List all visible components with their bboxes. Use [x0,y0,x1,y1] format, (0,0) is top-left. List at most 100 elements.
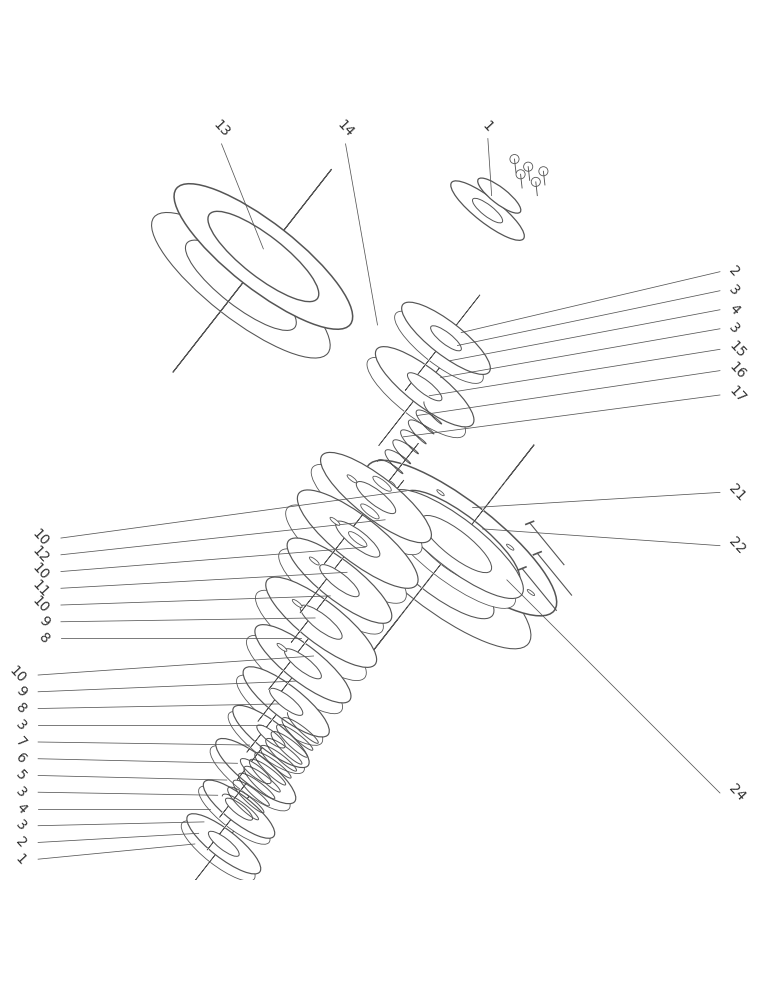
Ellipse shape [300,605,342,639]
Ellipse shape [287,538,392,623]
Ellipse shape [278,549,384,634]
Text: 10: 10 [30,560,52,583]
Text: 1: 1 [13,851,29,867]
Ellipse shape [421,515,492,573]
Ellipse shape [292,599,302,607]
Ellipse shape [321,452,431,543]
Ellipse shape [527,590,535,596]
Ellipse shape [186,240,296,330]
Ellipse shape [298,490,418,588]
Text: 2: 2 [13,834,29,850]
Ellipse shape [335,521,380,557]
Ellipse shape [430,326,462,351]
Ellipse shape [174,184,353,329]
Ellipse shape [246,635,343,714]
Ellipse shape [187,814,261,874]
Text: 7: 7 [13,734,29,750]
Ellipse shape [357,482,396,514]
Ellipse shape [532,177,541,186]
Ellipse shape [152,212,330,358]
Text: 10: 10 [7,664,29,686]
Ellipse shape [395,311,483,383]
Text: 11: 11 [29,577,52,600]
Ellipse shape [309,557,319,565]
Ellipse shape [285,505,407,603]
Text: 3: 3 [13,717,29,733]
Ellipse shape [236,675,323,745]
Text: 10: 10 [30,594,52,616]
Polygon shape [190,808,252,887]
Ellipse shape [208,211,319,302]
Ellipse shape [225,798,252,820]
Ellipse shape [367,357,466,438]
Ellipse shape [377,523,494,619]
Ellipse shape [524,162,533,171]
Text: 4: 4 [13,801,29,817]
Ellipse shape [347,475,357,483]
Ellipse shape [320,565,359,597]
Polygon shape [237,699,300,780]
Text: 1: 1 [479,119,496,135]
Ellipse shape [330,517,340,525]
Text: 22: 22 [726,534,749,557]
Text: 16: 16 [726,359,749,382]
Ellipse shape [285,649,321,679]
Ellipse shape [382,499,515,608]
Ellipse shape [228,711,304,774]
Ellipse shape [366,460,557,616]
Text: 2: 2 [726,264,742,280]
Ellipse shape [360,504,379,519]
Ellipse shape [478,178,521,213]
Ellipse shape [265,577,377,667]
Text: 6: 6 [13,751,29,767]
Text: 15: 15 [726,338,749,361]
Text: 10: 10 [30,527,52,549]
Polygon shape [207,774,266,850]
Ellipse shape [210,746,290,811]
Polygon shape [247,660,319,752]
Text: 21: 21 [726,481,749,504]
Text: 17: 17 [726,384,749,406]
Polygon shape [268,568,364,689]
Polygon shape [363,445,534,664]
Ellipse shape [181,821,255,881]
Ellipse shape [506,544,514,550]
Text: 3: 3 [726,283,742,299]
Ellipse shape [407,373,442,401]
Ellipse shape [375,347,474,427]
Text: 3: 3 [726,321,742,337]
Text: 13: 13 [210,118,232,140]
Text: 4: 4 [726,302,742,318]
Text: 3: 3 [13,784,29,800]
Ellipse shape [472,198,502,223]
Ellipse shape [409,526,416,532]
Ellipse shape [209,831,239,856]
Ellipse shape [240,759,272,784]
Ellipse shape [311,464,422,555]
Ellipse shape [243,667,329,737]
Ellipse shape [403,490,520,586]
Polygon shape [398,479,507,619]
Text: 9: 9 [13,684,29,700]
Polygon shape [300,480,403,613]
Ellipse shape [413,525,484,583]
Ellipse shape [388,481,395,487]
Ellipse shape [437,490,444,496]
Polygon shape [258,617,340,721]
Polygon shape [405,295,479,390]
Ellipse shape [510,155,519,164]
Ellipse shape [373,476,391,491]
Text: 5: 5 [13,768,29,783]
Ellipse shape [479,580,486,586]
Polygon shape [291,530,380,642]
Ellipse shape [232,705,309,768]
Ellipse shape [255,590,367,681]
Ellipse shape [257,725,285,748]
Ellipse shape [269,688,303,715]
Ellipse shape [539,167,548,176]
Text: 12: 12 [30,544,52,566]
Text: 24: 24 [726,782,749,804]
Ellipse shape [203,780,275,838]
Text: 14: 14 [334,118,357,140]
Ellipse shape [390,490,523,598]
